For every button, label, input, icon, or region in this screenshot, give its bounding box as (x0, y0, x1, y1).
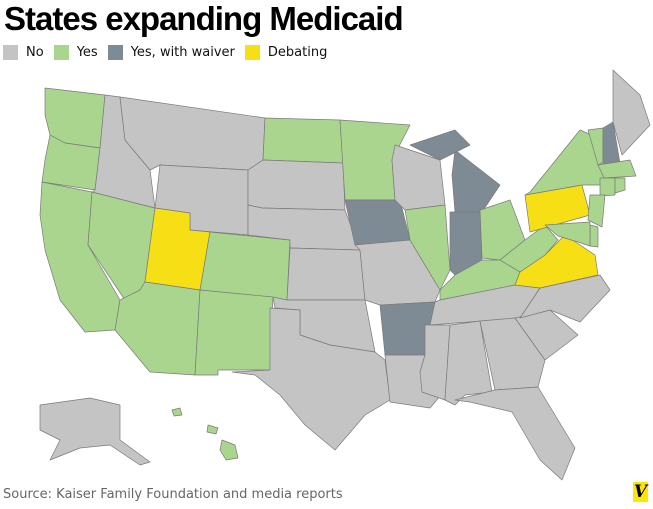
state-ks (286, 247, 366, 301)
state-sd (247, 159, 346, 211)
legend-label: Yes (76, 45, 98, 60)
legend-item-waiver: Yes, with waiver (107, 45, 235, 60)
state-md (544, 221, 591, 247)
legend: No Yes Yes, with waiver Debating (3, 45, 337, 60)
state-il (404, 204, 451, 291)
state-shape-ks (286, 247, 366, 301)
state-shape-nj (587, 194, 606, 228)
page-title: States expanding Medicaid (4, 0, 404, 37)
state-shape-ma (597, 159, 637, 179)
state-de (589, 224, 599, 248)
legend-label: No (26, 45, 44, 60)
legend-label: Yes, with waiver (130, 45, 235, 60)
state-shape-ri (614, 177, 626, 194)
legend-item-debating: Debating (244, 45, 328, 60)
state-shape-co (199, 231, 291, 301)
state-mt (119, 96, 266, 171)
state-nd (262, 117, 344, 164)
state-shape-mt (119, 96, 266, 171)
state-shape-ia (344, 199, 411, 246)
state-shape-ak (39, 397, 151, 466)
state-nj (587, 194, 606, 228)
state-shape-hi (219, 439, 239, 461)
state-wv (499, 224, 559, 273)
source-note: Source: Kaiser Family Foundation and med… (3, 487, 343, 502)
state-shape-wv (499, 224, 559, 273)
state-ma (597, 159, 637, 179)
state-ga (479, 317, 546, 391)
legend-item-no: No (3, 45, 44, 60)
state-shape-hi (206, 424, 219, 435)
legend-swatch-debating (244, 45, 260, 60)
state-shape-md (544, 221, 591, 247)
state-shape-ct (599, 177, 616, 197)
state-me (612, 69, 651, 156)
state-shape-il (404, 204, 451, 291)
state-shape-sd (247, 159, 346, 211)
state-shape-hi (171, 407, 183, 417)
state-fl (454, 386, 576, 481)
state-shape-nd (262, 117, 344, 164)
state-ct (599, 177, 616, 197)
state-shape-mi (409, 129, 471, 161)
state-ak (39, 397, 151, 466)
state-co (199, 231, 291, 301)
state-tx (231, 307, 391, 451)
legend-swatch-yes (53, 45, 69, 60)
legend-swatch-waiver (107, 45, 123, 60)
state-nm (194, 289, 274, 376)
state-shape-tx (231, 307, 391, 451)
legend-swatch-no (3, 45, 18, 60)
legend-item-yes: Yes (53, 45, 98, 60)
state-ia (344, 199, 411, 246)
state-shape-az (114, 281, 201, 376)
state-shape-ga (479, 317, 546, 391)
state-shape-me (612, 69, 651, 156)
state-az (114, 281, 201, 376)
state-ri (614, 177, 626, 194)
state-mi (409, 129, 501, 213)
vox-logo: V (633, 482, 648, 502)
state-shape-nm (194, 289, 274, 376)
state-shape-mi (451, 149, 501, 213)
state-shape-de (589, 224, 599, 248)
legend-label: Debating (267, 45, 328, 60)
state-shape-fl (454, 386, 576, 481)
state-hi (171, 407, 239, 461)
